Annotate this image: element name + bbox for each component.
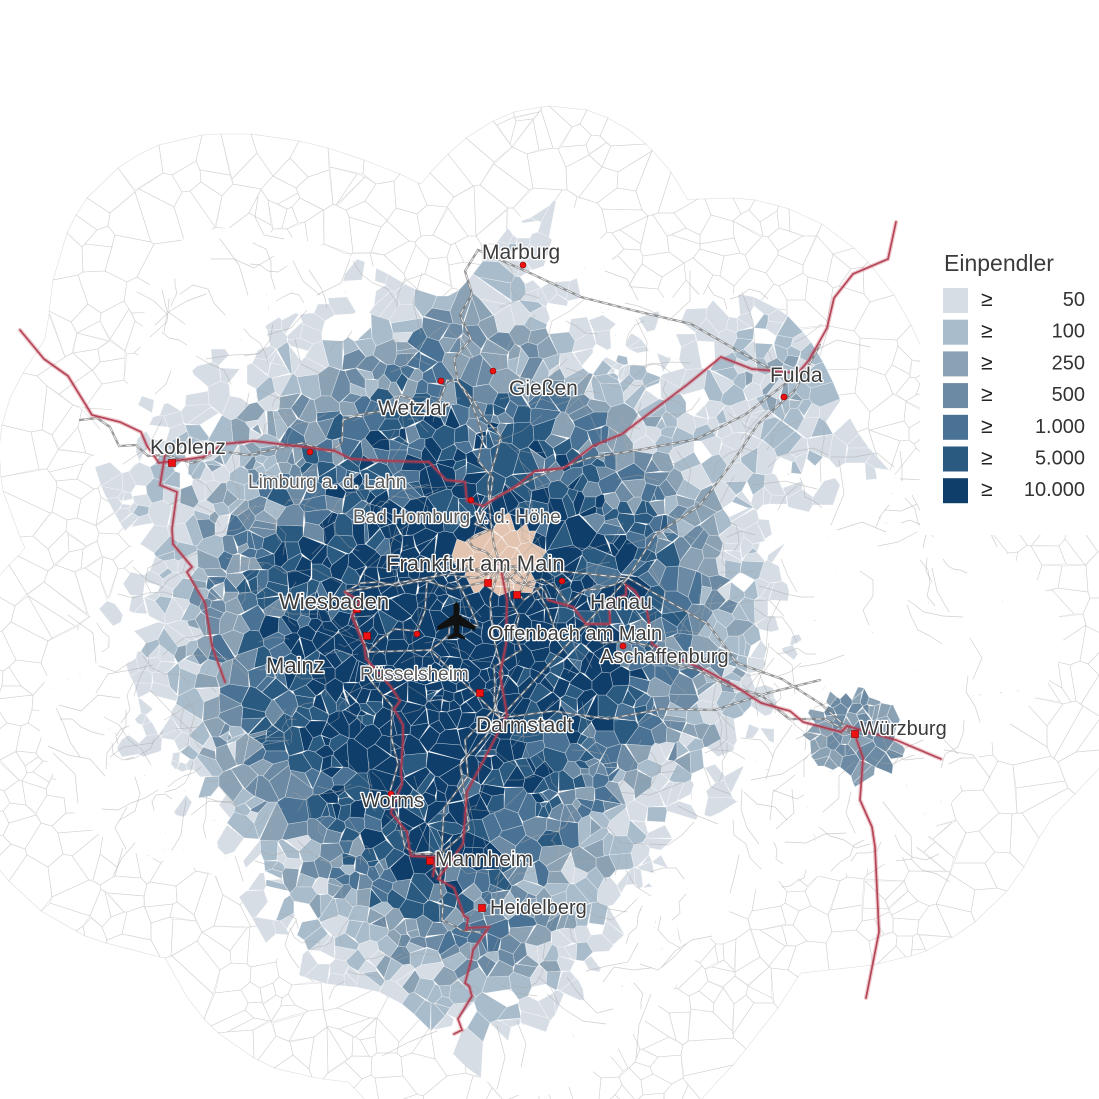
svg-text:≥: ≥	[981, 320, 993, 343]
svg-text:Koblenz: Koblenz	[150, 436, 226, 459]
svg-text:Einpendler: Einpendler	[944, 250, 1054, 276]
svg-text:≥: ≥	[981, 351, 993, 374]
svg-text:Rüsselsheim: Rüsselsheim	[360, 664, 469, 685]
svg-text:≥: ≥	[981, 288, 993, 311]
svg-text:Darmstadt: Darmstadt	[476, 714, 573, 737]
svg-text:Wiesbaden: Wiesbaden	[279, 589, 389, 614]
svg-text:250: 250	[1052, 352, 1085, 374]
svg-text:Bad Homburg v. d. Höhe: Bad Homburg v. d. Höhe	[353, 507, 561, 528]
svg-text:≥: ≥	[981, 415, 993, 438]
svg-text:Fulda: Fulda	[770, 364, 823, 387]
svg-text:Offenbach am Main: Offenbach am Main	[488, 623, 662, 645]
svg-text:Limburg a. d. Lahn: Limburg a. d. Lahn	[248, 472, 406, 493]
svg-text:Heidelberg: Heidelberg	[490, 897, 587, 919]
svg-text:≥: ≥	[981, 478, 993, 501]
svg-text:Wetzlar: Wetzlar	[378, 397, 449, 420]
svg-text:Mannheim: Mannheim	[435, 848, 533, 871]
svg-text:≥: ≥	[981, 447, 993, 470]
svg-text:Hanau: Hanau	[590, 591, 652, 614]
svg-text:100: 100	[1052, 321, 1085, 343]
svg-text:Würzburg: Würzburg	[860, 718, 947, 740]
svg-text:5.000: 5.000	[1035, 448, 1085, 470]
svg-text:Frankfurt am Main: Frankfurt am Main	[386, 551, 565, 576]
svg-text:Mainz: Mainz	[266, 653, 325, 678]
svg-text:Gießen: Gießen	[509, 377, 578, 400]
svg-text:1.000: 1.000	[1035, 416, 1085, 438]
svg-text:500: 500	[1052, 384, 1085, 406]
svg-text:Aschaffenburg: Aschaffenburg	[600, 646, 729, 668]
svg-text:≥: ≥	[981, 383, 993, 406]
svg-text:Worms: Worms	[361, 790, 424, 812]
svg-text:10.000: 10.000	[1024, 479, 1085, 501]
svg-text:Marburg: Marburg	[482, 241, 560, 264]
svg-text:50: 50	[1063, 289, 1085, 311]
